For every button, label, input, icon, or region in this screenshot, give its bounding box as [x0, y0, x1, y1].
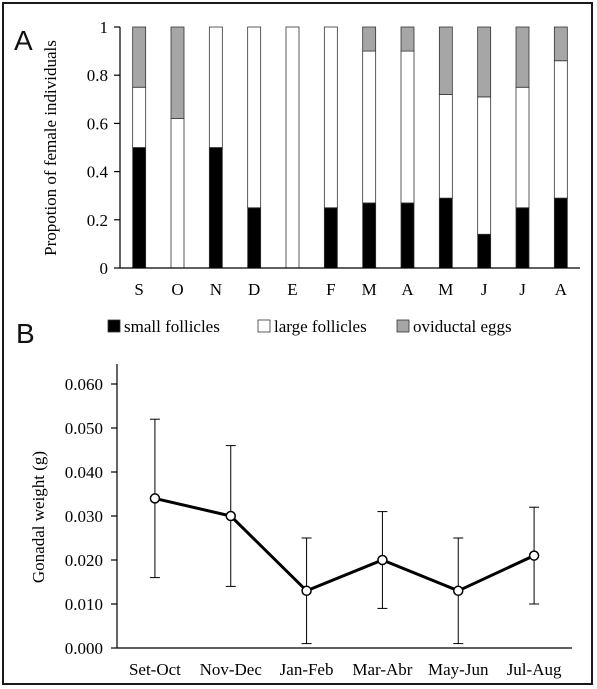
- legend-swatch: [257, 319, 271, 333]
- panel-a-y-tick-label: 1: [100, 18, 109, 37]
- panel-a-x-tick-label: S: [134, 280, 143, 299]
- panel-a-y-tick-label: 0.6: [87, 114, 108, 133]
- panel-a-bar-segment: [362, 50, 377, 204]
- legend-label: large follicles: [274, 317, 367, 336]
- panel-a-bar-segment: [515, 207, 530, 269]
- panel-a-x-tick-label: N: [210, 280, 222, 299]
- panel-a-bar-segment: [438, 26, 453, 95]
- panel-b-x-tick-label: Mar-Abr: [352, 660, 412, 679]
- panel-b-data-point: [377, 554, 388, 566]
- panel-b-data-point: [528, 550, 540, 561]
- legend-label: small follicles: [124, 317, 220, 336]
- panel-b-series-line: [154, 496, 535, 593]
- panel-a-x-tick-label: J: [519, 280, 526, 299]
- panel-a: A Propotion of female individuals 0 0.2 0.…: [14, 18, 580, 299]
- panel-a-x-tick-label: D: [248, 280, 260, 299]
- panel-b-data-point: [225, 510, 236, 522]
- panel-a-x-tick-label: A: [555, 280, 568, 299]
- panel-a-bar-segment: [132, 26, 147, 88]
- panel-b-y-tick-label: 0.050: [65, 419, 103, 438]
- panel-a-bar-segment: [362, 26, 377, 52]
- panel-a-bar-segment: [477, 26, 492, 98]
- panel-a-bar-segment: [170, 118, 185, 269]
- panel-b-ylabel: Gonadal weight (g): [29, 451, 48, 583]
- panel-a-bar-segment: [515, 26, 530, 88]
- panel-b-y-tick-label: 0.010: [65, 595, 103, 614]
- panel-b-x-tick-label: Nov-Dec: [200, 660, 263, 679]
- legend-swatch: [107, 319, 121, 333]
- panel-b-x-tick-label: Jan-Feb: [280, 660, 334, 679]
- panel-a-y-tick-label: 0.4: [87, 163, 109, 182]
- panel-a-bar-segment: [247, 207, 262, 269]
- panel-a-x-tick-label: M: [362, 280, 377, 299]
- panel-b-y-tick-label: 0.060: [65, 375, 103, 394]
- panel-a-y-tick-label: 0.2: [87, 211, 108, 230]
- panel-b-x-tick-label: Jul-Aug: [507, 660, 562, 679]
- panel-b-y-tick-label: 0.040: [65, 463, 103, 482]
- panel-a-y-tick-label: 0.8: [87, 66, 108, 85]
- panel-a-bar-segment: [247, 26, 262, 209]
- panel-b: B Gonadal weight (g) 0.000 0.010 0.020 0.03…: [16, 318, 572, 679]
- panel-b-data-point: [301, 585, 312, 597]
- panel-a-bar-segment: [438, 94, 453, 199]
- panel-b-x-tick-label: May-Jun: [428, 660, 489, 679]
- panel-a-bar-segment: [477, 96, 492, 235]
- panel-a-bar-segment: [515, 86, 530, 209]
- panel-b-data-point: [453, 585, 464, 597]
- panel-a-bar-segment: [362, 202, 377, 269]
- panel-a-y-tick-label: 0: [100, 259, 109, 278]
- panel-a-bar-segment: [208, 147, 223, 269]
- legend: small follicles large follicles oviductal …: [107, 317, 512, 336]
- panel-a-bar-segment: [208, 26, 223, 148]
- panel-b-letter: B: [16, 318, 35, 349]
- panel-a-bar-segment: [438, 197, 453, 269]
- panel-a-bar-segment: [285, 26, 300, 269]
- panel-a-x-tick-label: A: [401, 280, 414, 299]
- panel-a-bar-segment: [132, 86, 147, 148]
- panel-a-bar-segment: [323, 207, 338, 269]
- panel-b-y-tick-label: 0.030: [65, 507, 103, 526]
- panel-b-y-tick-label: 0.020: [65, 551, 103, 570]
- panel-a-letter: A: [14, 25, 33, 56]
- panel-a-x-tick-label: J: [481, 280, 488, 299]
- panel-a-bar-segment: [400, 26, 415, 52]
- panel-a-ylabel: Propotion of female individuals: [41, 40, 60, 256]
- panel-a-bar-segment: [132, 147, 147, 269]
- panel-a-bar-segment: [553, 60, 568, 199]
- panel-a-bar-segment: [553, 197, 568, 269]
- panel-a-x-tick-label: E: [287, 280, 297, 299]
- panel-b-x-tick-label: Set-Oct: [129, 660, 181, 679]
- panel-a-bar-segment: [170, 26, 185, 119]
- panel-a-bar-segment: [400, 202, 415, 269]
- panel-b-y-tick-label: 0.000: [65, 639, 103, 658]
- panel-b-data-point: [149, 493, 161, 504]
- legend-label: oviductal eggs: [413, 317, 512, 336]
- panel-a-bar-segment: [400, 50, 415, 204]
- panel-a-bar-segment: [477, 233, 492, 269]
- panel-a-bar-segment: [553, 26, 568, 62]
- legend-swatch: [396, 319, 410, 333]
- panel-a-bar-segment: [323, 26, 338, 209]
- panel-a-x-tick-label: O: [171, 280, 183, 299]
- panel-a-x-tick-label: M: [438, 280, 453, 299]
- panel-a-x-tick-label: F: [326, 280, 335, 299]
